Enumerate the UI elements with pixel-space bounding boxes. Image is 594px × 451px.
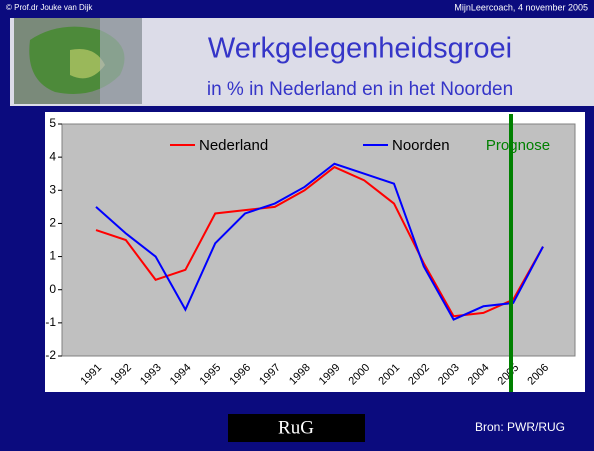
chart-title: Werkgelegenheidsgroei [208,33,512,65]
series-line [95,165,544,318]
map-image [14,18,142,104]
y-tick-label: 2 [49,216,56,230]
copyright: © Prof.dr Jouke van Dijk [6,3,93,12]
y-tick-label: 4 [49,149,56,163]
y-tick-label: -2 [45,348,56,362]
annotation: Prognose [486,137,550,154]
event: MijnLeercoach, 4 november 2005 [454,2,588,12]
logo: RuG [278,417,314,438]
plot-area [61,123,576,357]
y-tick-label: 1 [49,249,56,263]
y-tick-label: 3 [49,182,56,196]
y-tick-label: -1 [45,315,56,329]
y-tick-label: 5 [49,116,56,130]
legend-label: Nederland [199,137,268,154]
legend-label: Noorden [392,137,450,154]
logo-box [228,414,365,442]
source: Bron: PWR/RUG [475,420,565,434]
series-line [95,162,544,321]
y-tick-label: 0 [49,282,56,296]
chart-subtitle: in % in Nederland en in het Noorden [207,79,513,100]
